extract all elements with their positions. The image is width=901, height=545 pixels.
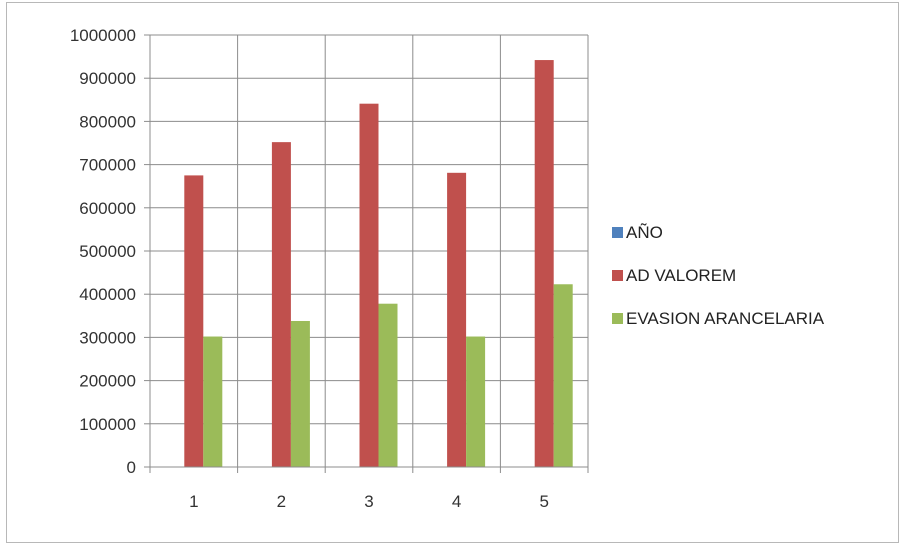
y-tick-label: 600000 [79, 199, 136, 218]
x-tick-label: 2 [277, 492, 286, 511]
y-tick-label: 1000000 [70, 26, 136, 45]
y-tick-label: 200000 [79, 372, 136, 391]
gridlines [149, 34, 589, 467]
y-tick-label: 100000 [79, 415, 136, 434]
y-tick-label: 500000 [79, 242, 136, 261]
y-tick-label: 800000 [79, 112, 136, 131]
x-tick-label: 1 [189, 492, 198, 511]
legend-label: AD VALOREM [626, 266, 736, 285]
legend-label: AÑO [626, 223, 663, 242]
bars [184, 60, 573, 468]
y-tick-label: 0 [127, 458, 136, 477]
bar [359, 103, 379, 468]
bar [203, 336, 223, 467]
legend-swatch [612, 227, 623, 238]
legend-label: EVASION ARANCELARIA [626, 309, 825, 328]
legend-swatch [612, 270, 623, 281]
y-tick-label: 900000 [79, 69, 136, 88]
bar [290, 320, 310, 467]
x-tick-label: 4 [452, 492, 461, 511]
axes [144, 34, 589, 473]
bar [184, 175, 204, 467]
y-tick-label: 700000 [79, 156, 136, 175]
x-tick-labels: 1 2 3 4 5 [189, 492, 549, 511]
bar [466, 336, 486, 467]
bar [534, 60, 554, 467]
bar [378, 303, 398, 467]
legend-swatch [612, 313, 623, 324]
x-tick-label: 3 [364, 492, 373, 511]
bar [271, 142, 291, 468]
bar [447, 172, 467, 468]
y-tick-labels: 0 100000 200000 300000 400000 500000 600000 700… [70, 26, 136, 477]
x-tick-label: 5 [539, 492, 548, 511]
legend: AÑO AD VALOREM EVASION ARANCELARIA [612, 223, 825, 328]
y-tick-label: 400000 [79, 285, 136, 304]
bar [553, 284, 573, 467]
y-tick-label: 300000 [79, 328, 136, 347]
